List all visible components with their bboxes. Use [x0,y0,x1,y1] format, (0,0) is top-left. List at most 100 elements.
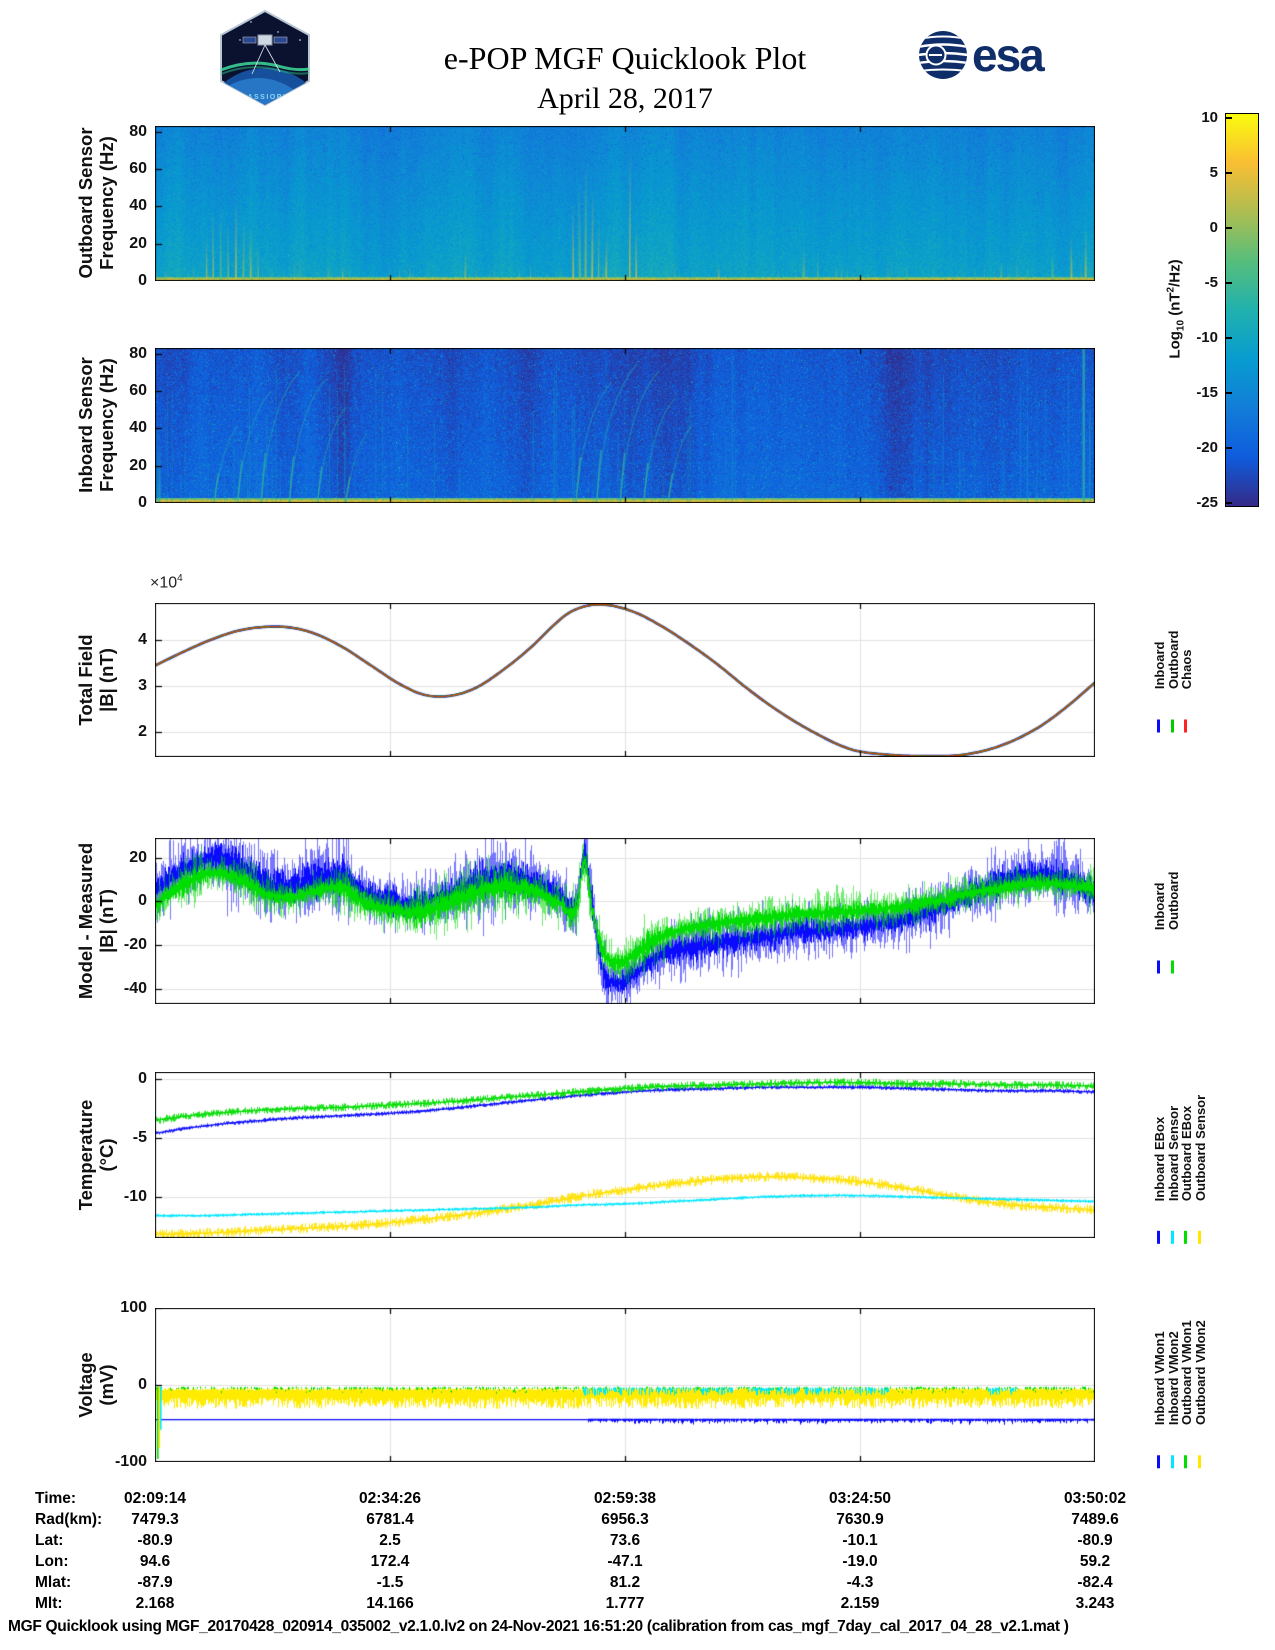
legend-label: Outboard [1165,630,1181,690]
colorbar-tickmark [1226,282,1232,284]
legend-sample [1157,1455,1161,1468]
esa-wordmark: esa [972,29,1045,81]
colorbar-tickmark [1226,392,1232,394]
temperature-chart-canvas [155,1072,1095,1238]
p3-ytick-3: 3 [138,677,147,695]
footer-note: MGF Quicklook using MGF_20170428_020914_… [8,1618,1069,1635]
legend-sample [1170,719,1174,732]
p5-ytick--10: -10 [123,1187,147,1205]
ephemeris-cell: 1.777 [605,1595,645,1612]
ephemeris-cell: 2.168 [135,1595,175,1612]
p4-ytick-0: 0 [138,892,147,910]
legend-sample [1170,1231,1174,1244]
ephemeris-cell: 6956.3 [601,1511,649,1528]
legend-sample [1184,1455,1188,1468]
legend-label: Outboard [1165,871,1181,931]
ephemeris-cell: -80.9 [137,1532,173,1549]
ephemeris-cell: 7630.9 [836,1511,884,1528]
exponent-label: ×104 [150,573,183,592]
p6-ytick-0: 0 [138,1376,147,1393]
colorbar [1225,113,1259,507]
colorbar-tick--20: -20 [1196,439,1218,456]
colorbar-tick-5: 5 [1209,164,1218,181]
model-measured-chart-canvas [155,838,1095,1004]
legend-label: Outboard EBox [1179,1105,1194,1201]
ephemeris-cell: 03:50:02 [1063,1490,1127,1507]
legend-sample [1157,1231,1161,1244]
colorbar-tick--5: -5 [1204,274,1218,291]
ephemeris-cell: -19.0 [842,1553,878,1570]
inboard-spectrogram-canvas [155,348,1095,503]
p1-ytick-80: 80 [129,122,147,140]
ephemeris-cell: 03:24:50 [828,1490,892,1507]
outboard-spectrogram-canvas [155,126,1095,281]
legend-sample [1197,1231,1201,1244]
p2-ytick-40: 40 [129,419,147,437]
ephemeris-cell: -80.9 [1077,1532,1113,1549]
ephemeris-cell: 59.2 [1079,1553,1111,1570]
colorbar-tick--15: -15 [1196,384,1218,401]
legend-label: Inboard EBox [1152,1116,1167,1201]
legend-label: Outboard VMon1 [1179,1320,1194,1425]
ephemeris-cell: 172.4 [370,1553,410,1570]
p2-ytick-80: 80 [129,344,147,362]
ephemeris-cell: 02:34:26 [358,1490,422,1507]
p1-ytick-20: 20 [129,234,147,252]
legend-label: Inboard VMon2 [1165,1331,1181,1425]
colorbar-tick-10: 10 [1201,109,1218,126]
p5-ytick--5: -5 [132,1128,147,1146]
ephemeris-row-label: Time: [35,1490,77,1507]
p2-ytick-60: 60 [129,381,147,399]
colorbar-tick-0: 0 [1209,219,1218,236]
ephemeris-cell: 6781.4 [366,1511,414,1528]
legend-label: Outboard Sensor [1192,1094,1208,1201]
ephemeris-cell: 94.6 [139,1553,171,1570]
ephemeris-cell: 2.5 [379,1532,401,1549]
ephemeris-cell: 7479.3 [131,1511,179,1528]
p4-ytick--20: -20 [123,936,147,954]
ephemeris-cell: 7489.6 [1071,1511,1119,1528]
ephemeris-row-label: Mlat: [35,1574,72,1591]
ephemeris-row-label: Lat: [35,1532,64,1549]
p2-ytick-20: 20 [129,456,147,474]
p3-ytick-4: 4 [138,631,147,649]
esa-logo: esa [919,29,1047,81]
voltage-chart-canvas [155,1308,1095,1462]
ephemeris-cell: -4.3 [846,1574,874,1591]
mission-patch-logo: CASSIOPE [220,10,310,106]
total-field-legend: Inboard Outboard Chaos [1152,630,1194,732]
total-field-chart-canvas [155,603,1095,757]
ephemeris-cell: 73.6 [609,1532,641,1549]
p1-ytick-0: 0 [138,272,147,289]
p4-ytick-20: 20 [129,848,147,866]
legend-label: Inboard VMon1 [1152,1331,1167,1425]
ephemeris-cell: -47.1 [607,1553,643,1570]
ephemeris-cell: 3.243 [1075,1595,1115,1612]
ephemeris-cell: 81.2 [609,1574,641,1591]
voltage-legend: Inboard VMon1 Inboard VMon2 Outboard VMon1… [1152,1320,1208,1468]
legend-sample [1170,1455,1174,1468]
legend-label: Inboard [1152,641,1167,689]
colorbar-tick--25: -25 [1196,494,1218,511]
legend-sample [1184,1231,1188,1244]
ephemeris-cell: 2.159 [840,1595,880,1612]
p6-ytick-100: 100 [120,1299,147,1316]
ephemeris-row-label: Rad(km): [35,1511,103,1528]
legend-sample [1157,719,1161,732]
temperature-legend: Inboard EBox Inboard Sensor Outboard EBox O… [1152,1094,1208,1244]
legend-sample [1157,960,1161,973]
page-title: e-POP MGF Quicklook Plot [443,40,807,76]
p1-ytick-60: 60 [129,159,147,177]
ephemeris-cell: -82.4 [1077,1574,1113,1591]
ephemeris-cell: 02:09:14 [123,1490,187,1507]
colorbar-tickmark [1226,337,1232,339]
p5-ytick-0: 0 [138,1070,147,1088]
patch-text: CASSIOPE [241,94,289,101]
p1-ytick-40: 40 [129,197,147,215]
legend-label: Inboard Sensor [1165,1105,1181,1201]
legend-sample [1197,1455,1201,1468]
ephemeris-cell: 02:59:38 [593,1490,657,1507]
p6-ytick--100: -100 [114,1453,147,1470]
page-date: April 28, 2017 [537,82,713,115]
